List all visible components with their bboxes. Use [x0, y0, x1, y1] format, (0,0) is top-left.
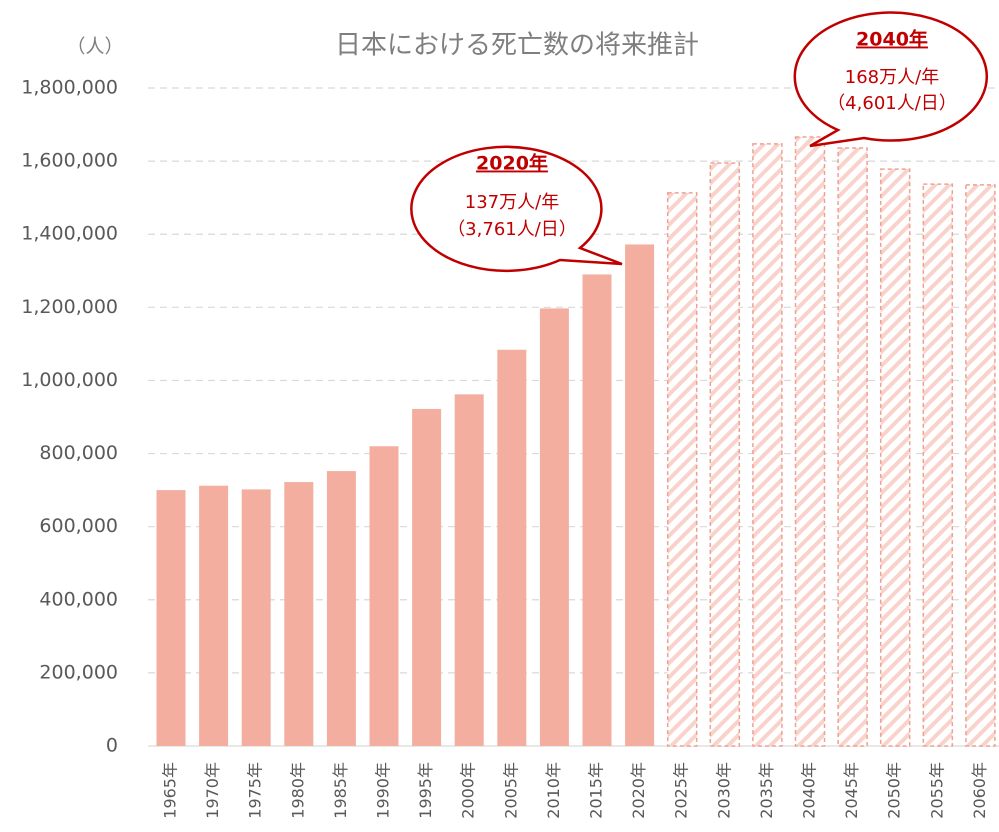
x-tick-label: 2055年: [927, 762, 946, 819]
y-axis-label: （人）: [66, 36, 123, 58]
y-tick-label: 1,400,000: [21, 223, 118, 245]
x-tick-label: 2030年: [714, 762, 733, 819]
x-tick-label: 1990年: [374, 762, 393, 819]
callout-text: （4,601人/日）: [827, 93, 957, 114]
y-tick-label: 1,600,000: [21, 150, 118, 172]
x-tick-label: 2050年: [885, 762, 904, 819]
bar: [666, 192, 698, 747]
bar: [582, 274, 612, 746]
callout-bubble: [793, 11, 989, 148]
bar: [752, 143, 783, 747]
x-tick-label: 2025年: [672, 762, 691, 819]
bar: [326, 471, 356, 746]
x-tick-label: 2005年: [501, 762, 520, 819]
x-tick-label: 1995年: [416, 762, 435, 819]
x-tick-label: 2045年: [842, 762, 861, 819]
bar: [709, 162, 741, 747]
y-tick-label: 1,200,000: [21, 296, 118, 318]
bar: [879, 168, 911, 747]
x-tick-label: 1970年: [203, 762, 222, 819]
y-tick-label: 0: [106, 735, 118, 757]
y-tick-label: 1,800,000: [21, 77, 118, 99]
x-tick-label: 1980年: [288, 762, 307, 819]
x-tick-label: 1985年: [331, 762, 350, 819]
callout-text: 168万人/年: [845, 67, 939, 88]
x-tick-label: 1975年: [246, 762, 265, 819]
x-tick-label: 2060年: [970, 762, 989, 819]
bar: [837, 147, 868, 747]
y-tick-label: 1,000,000: [21, 369, 118, 391]
y-tick-label: 400,000: [39, 588, 118, 610]
bar: [922, 183, 954, 747]
x-tick-label: 1965年: [161, 762, 180, 819]
callout-text: （3,761人/日）: [447, 219, 577, 240]
bar: [454, 394, 484, 746]
y-tick-label: 200,000: [39, 661, 118, 683]
callout: 2020年 137万人/年 （3,761人/日）: [410, 145, 623, 273]
x-tick-label: 2000年: [459, 762, 478, 819]
bar: [794, 136, 826, 747]
x-tick-label: 2010年: [544, 762, 563, 819]
bar: [625, 244, 655, 747]
bar: [369, 446, 399, 746]
bar: [965, 184, 996, 747]
x-tick-label: 2040年: [800, 762, 819, 819]
callout-title: 2020年: [476, 152, 548, 175]
chart-title: 日本における死亡数の将来推計: [335, 31, 699, 61]
bar: [199, 485, 229, 746]
callout: 2040年 168万人/年 （4,601人/日）: [793, 11, 989, 148]
bar: [412, 408, 442, 746]
callout-bubble: [410, 145, 623, 273]
bar: [497, 349, 527, 746]
bar: [241, 489, 271, 746]
y-tick-label: 800,000: [39, 442, 118, 464]
callout-title: 2040年: [856, 28, 928, 51]
x-tick-label: 2015年: [587, 762, 606, 819]
x-tick-label: 2035年: [757, 762, 776, 819]
y-tick-label: 600,000: [39, 515, 118, 537]
x-tick-label: 2020年: [629, 762, 648, 819]
bar: [284, 482, 314, 746]
callout-text: 137万人/年: [465, 192, 559, 213]
bar: [156, 490, 186, 746]
bar: [539, 308, 569, 746]
